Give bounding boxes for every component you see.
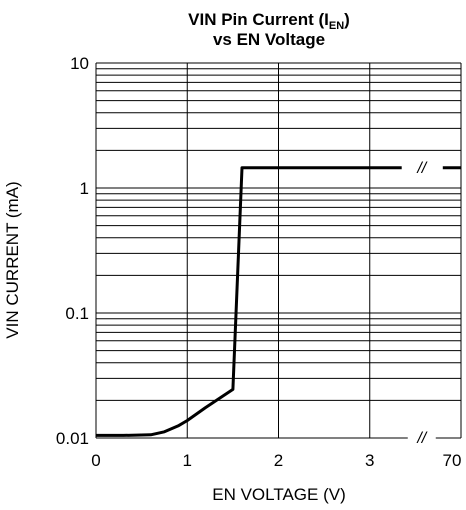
x-tick-label: 0 [91,451,100,470]
curve-layer [96,166,461,437]
x-axis-label: EN VOLTAGE (V) [212,485,346,504]
break-gap [407,157,436,178]
y-tick-label: 10 [70,54,89,73]
title-end: ) [344,10,350,29]
chart-title-line2: vs EN Voltage [213,30,325,49]
x-tick-label: 2 [274,451,283,470]
y-tick-label: 0.01 [56,429,89,448]
y-tick-label: 1 [80,179,89,198]
break-gap [407,428,436,448]
x-tick-label: 1 [183,451,192,470]
title-subscript: EN [329,20,344,32]
series-line [96,166,402,437]
axis-break-mark: // [416,160,427,177]
axis-break-mark: // [416,430,427,447]
chart-title-line1: VIN Pin Current (IEN) [188,10,350,32]
y-tick-label: 0.1 [65,304,89,323]
x-tick-label: 70 [443,451,462,470]
title-main: VIN Pin Current (I [188,10,329,29]
grid [95,62,462,439]
x-tick-labels: 0 1 2 3 70 [91,451,461,470]
y-tick-labels: 0.01 0.1 1 10 [56,54,89,448]
x-tick-label: 3 [365,451,374,470]
axis-break-layer: // // [407,157,436,448]
y-axis-label: VIN CURRENT (mA) [3,181,22,338]
